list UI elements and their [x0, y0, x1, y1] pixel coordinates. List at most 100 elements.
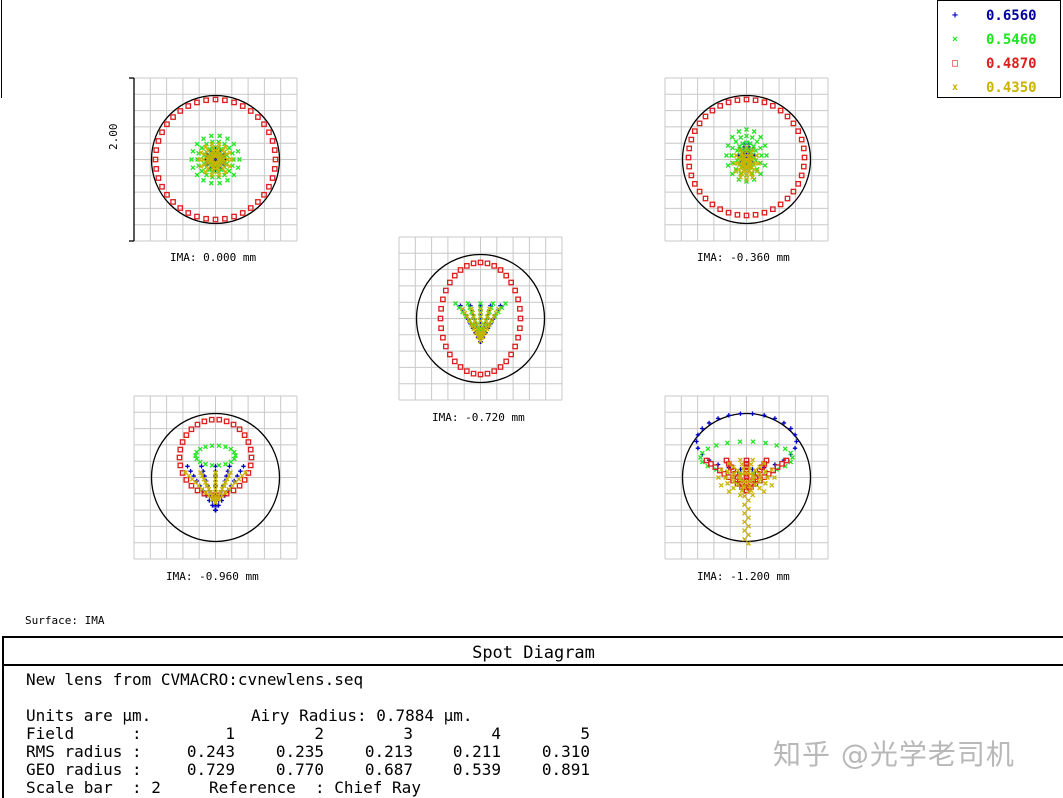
spot-point — [743, 460, 750, 467]
spot-point — [739, 150, 745, 156]
spot-point — [709, 201, 716, 208]
field-row-label: Field : — [26, 724, 142, 743]
spot-point — [750, 147, 755, 153]
spot-point — [756, 478, 762, 484]
spot-point — [777, 201, 784, 208]
spot-point — [223, 144, 228, 150]
spot-point — [447, 279, 453, 286]
spot-point — [752, 468, 758, 473]
spot-point — [758, 134, 764, 140]
spot-point — [499, 305, 505, 311]
spot-point — [750, 411, 755, 416]
spot-point — [216, 503, 221, 508]
spot-point — [220, 153, 226, 159]
spot-point — [746, 506, 751, 512]
spot-point — [703, 457, 710, 464]
spot-point — [215, 168, 221, 174]
spot-point — [740, 466, 746, 472]
spot-point — [177, 108, 184, 114]
spot-point — [203, 444, 208, 450]
airy-radius-text: Airy Radius: 0.7884 µm. — [251, 706, 473, 725]
spot-point — [223, 169, 228, 175]
spot-point — [699, 450, 705, 456]
spot-point — [725, 209, 732, 216]
spot-point — [460, 306, 465, 312]
spot-point — [202, 162, 208, 168]
spot-point — [210, 145, 216, 151]
spot-point — [216, 141, 222, 147]
spot-point — [491, 263, 498, 269]
spot-point — [204, 483, 210, 489]
spot-point — [723, 475, 728, 480]
spot-point — [489, 318, 495, 324]
spot-point — [686, 145, 693, 152]
spot-point — [223, 151, 229, 157]
spot-point — [742, 528, 747, 534]
spot-point — [708, 460, 714, 467]
spot-point — [718, 482, 724, 488]
spot-point — [236, 482, 243, 489]
spot-point — [438, 305, 444, 312]
spot-point — [478, 322, 483, 328]
spot-point — [772, 475, 777, 480]
watermark: 知乎 @光学老司机 — [773, 738, 1015, 771]
spot-point — [716, 475, 721, 480]
spot-point — [203, 144, 208, 150]
spot-point — [170, 199, 176, 205]
rms-value: 0.211 — [452, 742, 501, 761]
spot-point — [183, 476, 190, 483]
spot-point — [754, 139, 760, 145]
spot-point — [222, 172, 227, 178]
spot-point — [471, 314, 477, 320]
spot-point — [739, 461, 745, 467]
scale-bar-label: 2.00 — [107, 123, 120, 151]
spot-point — [457, 364, 464, 370]
field-label: IMA: -0.360 mm — [697, 251, 790, 264]
spot-point — [484, 326, 490, 332]
spot-point — [462, 310, 468, 316]
spot-point — [754, 153, 760, 158]
spot-point — [756, 161, 761, 166]
spot-point — [688, 172, 695, 179]
spot-point — [201, 136, 206, 142]
spot-point — [479, 334, 485, 340]
spot-point — [228, 470, 233, 475]
spot-point — [761, 489, 767, 495]
spot-point — [226, 168, 232, 174]
spot-point — [208, 180, 214, 186]
airy-circle — [150, 412, 281, 543]
field-label: IMA: -0.960 mm — [166, 570, 259, 583]
spot-point — [800, 145, 807, 152]
spot-point — [731, 471, 737, 477]
spot-point — [470, 310, 476, 316]
spot-point — [503, 358, 510, 365]
surface-label: Surface: IMA — [25, 614, 105, 627]
spot-point — [774, 464, 781, 471]
spot-point — [750, 174, 755, 180]
spot-point — [795, 128, 802, 135]
spot-point — [782, 446, 788, 452]
spot-point — [210, 168, 216, 174]
spot-point — [688, 136, 695, 143]
spot-point — [795, 180, 802, 187]
spot-point — [236, 426, 243, 433]
field-number: 5 — [580, 724, 590, 743]
spot-point — [447, 351, 453, 358]
spot-point — [209, 462, 215, 468]
spot-point — [737, 492, 743, 498]
spot-point — [225, 136, 230, 142]
spot-point — [237, 157, 242, 162]
spot-point — [245, 439, 252, 445]
spot-point — [443, 343, 449, 350]
spot-point — [202, 151, 208, 157]
spot-point — [774, 442, 780, 448]
spot-point — [208, 490, 213, 495]
spot-point — [769, 467, 775, 473]
spot-point — [201, 157, 206, 162]
spot-point — [153, 166, 160, 172]
spot-point — [484, 260, 491, 267]
spot-point — [155, 175, 162, 181]
spot-point — [177, 205, 184, 211]
spot-point — [152, 156, 159, 163]
spot-point — [737, 457, 743, 463]
